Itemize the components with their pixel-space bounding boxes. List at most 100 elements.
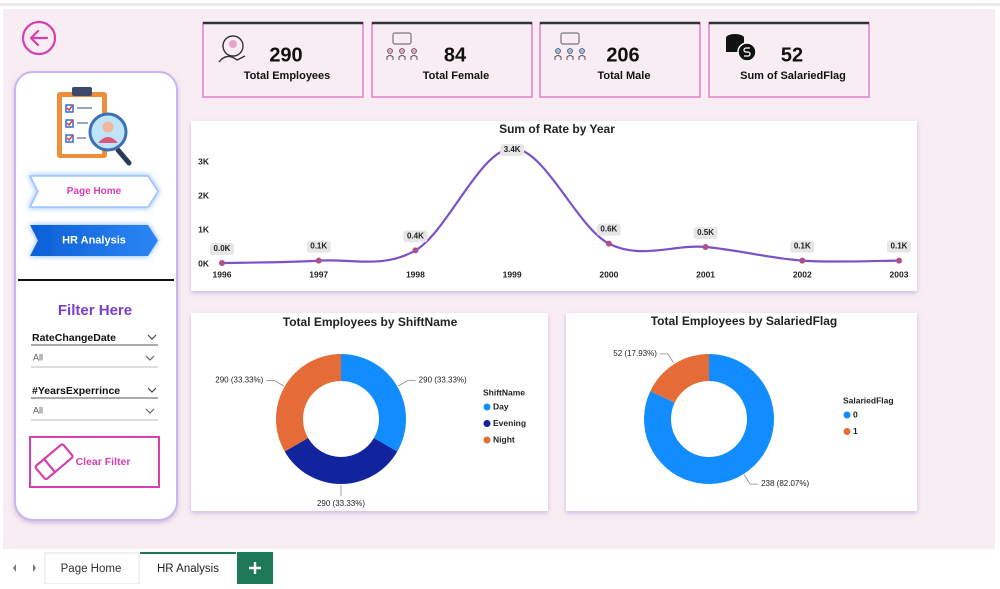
donut-panel <box>191 313 548 511</box>
handle <box>115 147 132 166</box>
chevron <box>147 387 157 393</box>
lines <box>77 107 92 139</box>
donut-slice <box>276 354 341 452</box>
x-tick-label: 1997 <box>309 269 328 279</box>
nav-button[interactable] <box>30 225 158 256</box>
button-frame[interactable] <box>29 436 160 488</box>
icon <box>399 48 405 54</box>
kpi-row: 290 Total Employees 84 Total Female 206 Total… <box>202 21 870 98</box>
y-tick-label: 2K <box>198 190 210 200</box>
checkbox <box>65 104 74 113</box>
chart-title: Total Employees by SalariedFlag <box>651 314 838 328</box>
line-point <box>315 257 322 264</box>
top-bar <box>0 3 1000 6</box>
chevron <box>145 355 155 361</box>
donut-slice <box>341 354 407 452</box>
icon <box>222 35 244 57</box>
icon <box>567 48 573 54</box>
data-label-bg <box>500 144 525 156</box>
person-body <box>98 137 118 143</box>
data-label: 290 (33.33%) <box>317 499 365 508</box>
leader-line <box>266 380 285 387</box>
leader-line <box>659 353 675 364</box>
kpi-card: 206 Total Male <box>539 21 701 98</box>
tab-label[interactable]: HR Analysis <box>157 563 219 575</box>
icon <box>392 32 412 45</box>
filter-value[interactable]: All <box>33 405 43 415</box>
charts: Sum of Rate by Year 0K 1K 2K 3K 1996 0.0K 1997 0… <box>198 122 911 508</box>
icon <box>411 48 417 54</box>
back-circle <box>21 20 57 56</box>
button-label[interactable]: Clear Filter <box>76 456 131 468</box>
legend-label: Evening <box>493 418 526 428</box>
data-label: 0.1K <box>794 242 811 251</box>
legend-marker <box>843 428 851 435</box>
line-panel <box>191 121 917 291</box>
tab-active[interactable] <box>140 553 236 584</box>
kpi-label: Total Female <box>423 70 489 82</box>
x-tick-label: 2002 <box>793 269 812 279</box>
hr-icon <box>57 87 132 166</box>
data-label: 0.6K <box>600 225 617 234</box>
plus-icon <box>249 562 261 574</box>
nav-label[interactable]: Page Home <box>67 186 122 197</box>
data-label: 290 (33.33%) <box>419 376 467 385</box>
legend-marker <box>843 411 851 419</box>
y-tick-label: 1K <box>198 224 210 234</box>
x-tick-label: 1996 <box>213 269 232 279</box>
kpi-value: 206 <box>606 44 639 66</box>
kpi-label: Sum of SalariedFlag <box>740 70 846 82</box>
filter-years-experience[interactable]: #YearsExperrince All <box>31 385 158 421</box>
chevron <box>145 408 155 414</box>
nav-label[interactable]: HR Analysis <box>62 234 126 246</box>
leader-line <box>397 380 416 387</box>
icon <box>560 32 580 45</box>
data-label: 0.0K <box>214 244 231 253</box>
nav-hr-analysis[interactable]: HR Analysis <box>30 225 158 256</box>
data-label-bg <box>306 240 331 253</box>
add-tab[interactable] <box>237 552 273 584</box>
legend-marker <box>483 436 491 444</box>
card-frame <box>202 22 364 98</box>
tab[interactable] <box>44 552 140 585</box>
donut-panel <box>566 313 917 511</box>
filter-value[interactable]: All <box>33 352 43 362</box>
icon <box>386 55 394 60</box>
back-button[interactable] <box>21 20 57 56</box>
line-point <box>896 257 902 264</box>
icon <box>578 55 586 60</box>
kpi-value: 84 <box>444 44 467 66</box>
leader-line <box>743 474 759 485</box>
legend-label: 1 <box>853 426 858 436</box>
eraser-icon <box>34 443 74 481</box>
donut-slice <box>650 354 709 403</box>
line-point <box>219 259 225 266</box>
icon <box>554 55 562 60</box>
checkmarks <box>66 104 74 142</box>
tab-label[interactable]: Page Home <box>61 563 122 575</box>
y-tick-label: 3K <box>198 156 210 166</box>
nav-page-home[interactable]: Page Home <box>28 175 159 208</box>
back-arrow <box>29 29 49 47</box>
eraser-band <box>43 458 56 473</box>
legend-label: Day <box>493 401 509 411</box>
chevron <box>147 334 157 340</box>
clear-filter-button[interactable]: Clear Filter <box>29 436 160 488</box>
filter-rate-change-date[interactable]: RateChangeDate All <box>31 332 158 368</box>
legend-title: ShiftName <box>483 387 525 397</box>
icon <box>387 48 393 54</box>
icon <box>743 47 751 57</box>
kpi-card: 52 Sum of SalariedFlag <box>708 21 870 98</box>
kpi-label: Total Male <box>598 70 651 82</box>
tab-indicator <box>140 552 236 554</box>
data-label-bg <box>693 227 718 239</box>
kpi-value: 290 <box>269 44 302 66</box>
person-head <box>102 121 114 133</box>
y-tick-label: 0K <box>198 258 210 268</box>
nav-button[interactable] <box>28 175 159 208</box>
line-point <box>799 257 806 264</box>
legend-marker <box>483 403 491 411</box>
line-point <box>605 240 612 247</box>
x-tick-label: 2000 <box>599 269 618 279</box>
